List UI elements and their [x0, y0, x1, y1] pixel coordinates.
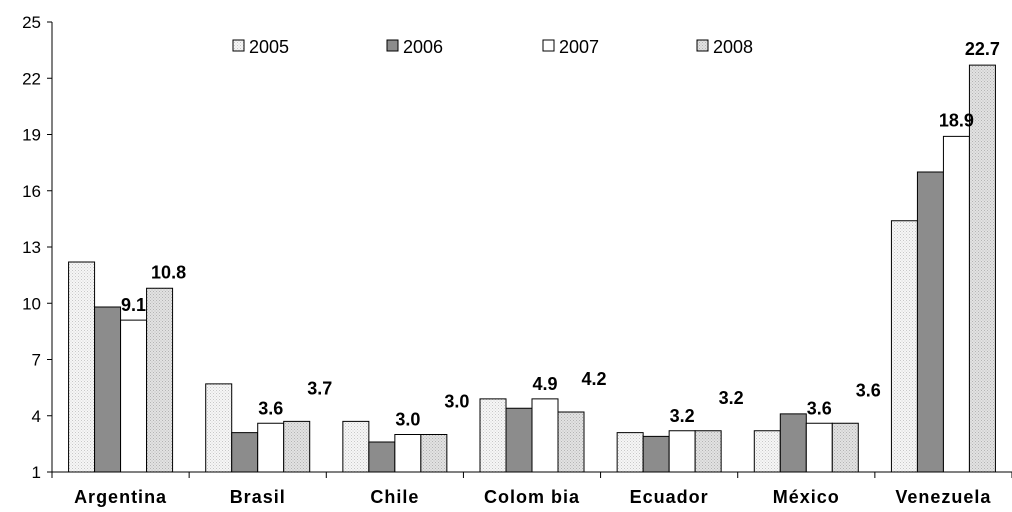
data-label: 3.6: [258, 398, 283, 418]
bar-2006-4: [642, 435, 670, 473]
bar-2007-0: [120, 319, 148, 473]
data-label: 3.2: [670, 406, 695, 426]
data-label: 9.1: [121, 295, 146, 315]
data-label: 3.6: [856, 380, 881, 400]
bar-2007-2: [394, 434, 422, 473]
bar-2008-2: [420, 434, 448, 473]
bars: [68, 64, 996, 473]
y-tick-label: 7: [32, 351, 41, 370]
legend-swatch-2005: [232, 39, 245, 52]
legend-swatch-2008: [696, 39, 709, 52]
bar-2008-0: [146, 287, 174, 473]
x-category-label: Colom bia: [484, 487, 580, 507]
bar-2006-6: [916, 171, 944, 473]
bar-2005-1: [205, 383, 233, 473]
y-tick-label: 16: [22, 182, 41, 201]
bar-2008-5: [831, 422, 859, 473]
legend-label: 2006: [403, 37, 443, 57]
bar-2005-2: [342, 420, 370, 473]
bar-2005-4: [616, 432, 644, 473]
y-tick-label: 4: [32, 407, 41, 426]
legend-label: 2007: [559, 37, 599, 57]
x-category-label: Ecuador: [630, 487, 709, 507]
bar-2006-2: [368, 441, 396, 473]
x-category-label: Argentina: [74, 487, 167, 507]
bar-2006-5: [779, 413, 807, 473]
data-label: 22.7: [965, 39, 1000, 59]
bar-2006-1: [231, 432, 259, 473]
bar-2005-3: [479, 398, 507, 473]
bar-2008-3: [557, 411, 585, 473]
x-category-label: Brasil: [230, 487, 286, 507]
y-tick-label: 19: [22, 126, 41, 145]
data-label: 4.9: [532, 374, 557, 394]
bar-2008-1: [283, 420, 311, 473]
bar-2005-0: [68, 261, 96, 473]
bar-2007-6: [942, 135, 970, 473]
bar-2007-5: [805, 422, 833, 473]
x-category-label: Chile: [370, 487, 419, 507]
x-category-label: México: [773, 487, 840, 507]
bar-2007-3: [531, 398, 559, 473]
data-label: 3.6: [807, 398, 832, 418]
bar-2006-0: [94, 306, 122, 473]
axes: 1 4 7 10 13 16 19 22 25 Argentina Brasil Chile Colom…: [22, 13, 1012, 507]
x-category-label: Venezuela: [895, 487, 991, 507]
data-label: 10.8: [151, 262, 186, 282]
bar-2006-3: [505, 407, 533, 473]
data-label: 3.0: [444, 392, 469, 412]
bar-2005-6: [890, 220, 918, 473]
legend: 2005 2006 2007 2008: [232, 37, 753, 57]
bar-2008-6: [968, 64, 996, 473]
data-label: 3.7: [307, 378, 332, 398]
legend-label: 2005: [249, 37, 289, 57]
y-tick-label: 13: [22, 238, 41, 257]
y-tick-label: 10: [22, 294, 41, 313]
bar-2008-4: [694, 430, 722, 473]
legend-label: 2008: [713, 37, 753, 57]
data-label: 18.9: [939, 110, 974, 130]
data-label: 4.2: [581, 369, 606, 389]
bar-2007-4: [668, 430, 696, 473]
legend-swatch-2007: [542, 39, 555, 52]
data-label: 3.0: [395, 410, 420, 430]
y-tick-label: 22: [22, 69, 41, 88]
y-tick-label: 1: [32, 463, 41, 482]
bar-2007-1: [257, 422, 285, 473]
bar-2005-5: [753, 430, 781, 473]
y-tick-label: 25: [22, 13, 41, 32]
data-label: 3.2: [719, 388, 744, 408]
data-labels: 9.110.8 3.6 3.7 3.0 3.0 4.9 4.2 3.2 3.2 3.6 3.6 18.…: [121, 39, 1000, 429]
legend-swatch-2006: [386, 39, 399, 52]
